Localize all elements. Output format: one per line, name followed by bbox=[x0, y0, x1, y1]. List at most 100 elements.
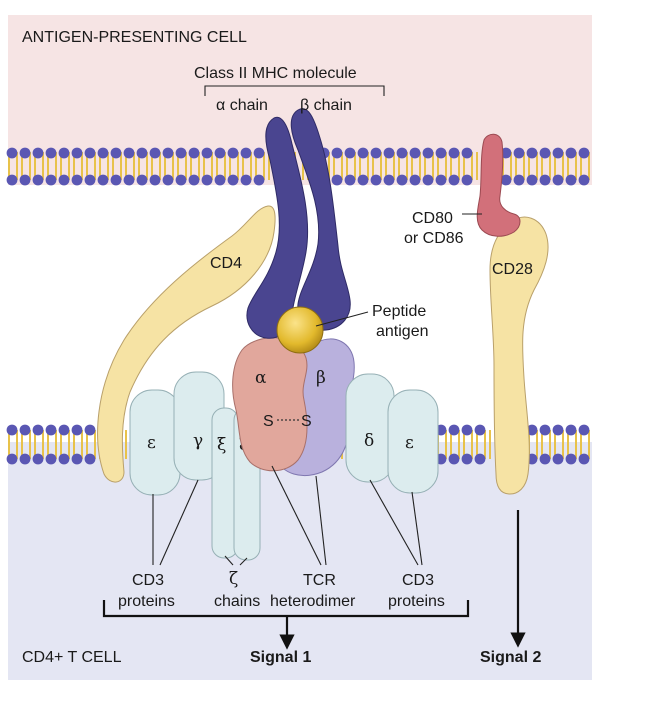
membrane-head-group bbox=[500, 147, 512, 159]
leader-lines bbox=[152, 465, 423, 566]
membrane-head-group bbox=[357, 147, 369, 159]
zeta-label-line2: chains bbox=[214, 593, 260, 610]
mhc-title: Class II MHC molecule bbox=[194, 65, 357, 82]
membrane-head-group bbox=[448, 453, 460, 465]
membrane-head-group bbox=[565, 147, 577, 159]
apc-cell-label: ANTIGEN-PRESENTING CELL bbox=[22, 29, 247, 46]
membrane-head-group bbox=[448, 174, 460, 186]
cd3-right-label-line2: proteins bbox=[388, 593, 445, 610]
membrane-head-group bbox=[253, 147, 265, 159]
membrane-head-group bbox=[97, 147, 109, 159]
cd3-left-label-line2: proteins bbox=[118, 593, 175, 610]
membrane-head-group bbox=[331, 147, 343, 159]
membrane-head-group bbox=[422, 147, 434, 159]
peptide-leader bbox=[315, 311, 369, 327]
disulfide-s-right: S bbox=[301, 413, 312, 430]
cd3-gamma-symbol: γ bbox=[193, 431, 203, 451]
membrane-head-group bbox=[474, 453, 486, 465]
mhc-alpha-chain bbox=[246, 116, 309, 339]
membrane-head-group bbox=[201, 147, 213, 159]
membrane-head-group bbox=[110, 174, 122, 186]
cd3-epsilon-left-symbol: ε bbox=[147, 433, 156, 453]
membrane-head-group bbox=[578, 174, 590, 186]
membrane-head-group bbox=[214, 174, 226, 186]
membrane-head-group bbox=[383, 147, 395, 159]
membrane-head-group bbox=[84, 424, 96, 436]
mhc-beta-chain-label: β chain bbox=[300, 97, 352, 114]
membrane-head-group bbox=[84, 174, 96, 186]
membrane-head-group bbox=[240, 147, 252, 159]
membrane-head-group bbox=[552, 174, 564, 186]
membrane-head-group bbox=[474, 424, 486, 436]
mhc-alpha-chain-label: α chain bbox=[216, 97, 268, 114]
tcr-alpha-chain bbox=[232, 337, 308, 472]
membrane-head-group bbox=[253, 174, 265, 186]
membrane-head-group bbox=[123, 147, 135, 159]
cd3-delta-symbol: δ bbox=[364, 431, 374, 451]
membrane-head-group bbox=[6, 424, 18, 436]
cd28-molecule bbox=[489, 216, 549, 495]
membrane-head-group bbox=[149, 174, 161, 186]
membrane-head-group bbox=[461, 453, 473, 465]
cd3-epsilon-right-symbol: ε bbox=[405, 433, 414, 453]
membrane-head-group bbox=[227, 174, 239, 186]
membrane-head-group bbox=[71, 424, 83, 436]
membrane-head-group bbox=[58, 174, 70, 186]
cd80-cd86-molecule bbox=[476, 133, 521, 237]
membrane-head-group bbox=[526, 174, 538, 186]
membrane-head-group bbox=[123, 174, 135, 186]
membrane-head-group bbox=[45, 147, 57, 159]
membrane-head-group bbox=[448, 147, 460, 159]
cd4-label: CD4 bbox=[210, 255, 242, 272]
membrane-head-group bbox=[552, 424, 564, 436]
membrane-head-group bbox=[188, 174, 200, 186]
tcr-label-line2: heterodimer bbox=[270, 593, 356, 610]
membrane-head-group bbox=[6, 453, 18, 465]
tcr-alpha-symbol: α bbox=[255, 368, 267, 388]
membrane-head-group bbox=[396, 147, 408, 159]
zeta-label-line1: ζ bbox=[229, 569, 238, 589]
membrane-head-group bbox=[84, 147, 96, 159]
membrane-head-group bbox=[149, 147, 161, 159]
membrane-head-group bbox=[58, 424, 70, 436]
membrane-head-group bbox=[84, 453, 96, 465]
disulfide-s-left: S bbox=[263, 413, 274, 430]
cd3-epsilon-right bbox=[387, 389, 439, 494]
membrane-head-group bbox=[526, 147, 538, 159]
membrane-head-group bbox=[32, 147, 44, 159]
membrane-head-group bbox=[370, 147, 382, 159]
membrane-head-group bbox=[175, 147, 187, 159]
membrane-head-group bbox=[227, 147, 239, 159]
cd4-molecule bbox=[97, 205, 276, 483]
membrane-head-group bbox=[19, 174, 31, 186]
membrane-head-group bbox=[435, 174, 447, 186]
membrane-head-group bbox=[32, 453, 44, 465]
membrane-head-group bbox=[565, 174, 577, 186]
membrane-head-group bbox=[448, 424, 460, 436]
cd3-left-label-line1: CD3 bbox=[132, 572, 164, 589]
membrane-head-group bbox=[344, 147, 356, 159]
membrane-head-group bbox=[136, 174, 148, 186]
membrane-head-group bbox=[578, 424, 590, 436]
membrane-head-group bbox=[500, 174, 512, 186]
membrane-head-group bbox=[565, 424, 577, 436]
membrane-head-group bbox=[19, 147, 31, 159]
membrane-head-group bbox=[175, 174, 187, 186]
membrane-head-group bbox=[32, 174, 44, 186]
signal1-label: Signal 1 bbox=[250, 649, 311, 666]
membrane-head-group bbox=[513, 147, 525, 159]
mhc-bracket bbox=[204, 85, 385, 96]
membrane-head-group bbox=[32, 424, 44, 436]
tcell-label: CD4+ T CELL bbox=[22, 649, 122, 666]
signal2-label: Signal 2 bbox=[480, 649, 541, 666]
cd3-right-label-line1: CD3 bbox=[402, 572, 434, 589]
membrane-head-group bbox=[201, 174, 213, 186]
membrane-head-group bbox=[578, 147, 590, 159]
membrane-head-group bbox=[461, 174, 473, 186]
membrane-head-group bbox=[240, 174, 252, 186]
membrane-head-group bbox=[409, 174, 421, 186]
cd3-delta bbox=[345, 373, 395, 483]
membrane-head-group bbox=[331, 174, 343, 186]
membrane-head-group bbox=[71, 453, 83, 465]
